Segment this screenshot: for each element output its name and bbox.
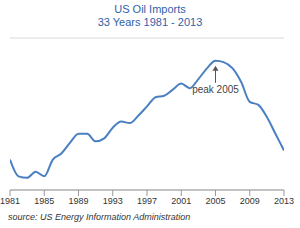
- svg-text:1993: 1993: [103, 196, 123, 206]
- html-text:33 Years 1981 - 2013: 33 Years 1981 - 2013: [97, 16, 203, 28]
- svg-text:2005: 2005: [205, 196, 225, 206]
- svg-text:1997: 1997: [137, 196, 157, 206]
- svg-text:2001: 2001: [171, 196, 191, 206]
- svg-text:1985: 1985: [34, 196, 54, 206]
- svg-text:peak 2005: peak 2005: [192, 84, 239, 95]
- svg-text:2013: 2013: [274, 196, 292, 206]
- html-text:US Oil Imports: US Oil Imports: [114, 3, 186, 15]
- svg-text:2009: 2009: [240, 196, 260, 206]
- svg-text:1989: 1989: [68, 196, 88, 206]
- html-text:source: US Energy Information: source: US Energy Information Administra…: [8, 212, 191, 222]
- svg-text:1981: 1981: [8, 196, 20, 206]
